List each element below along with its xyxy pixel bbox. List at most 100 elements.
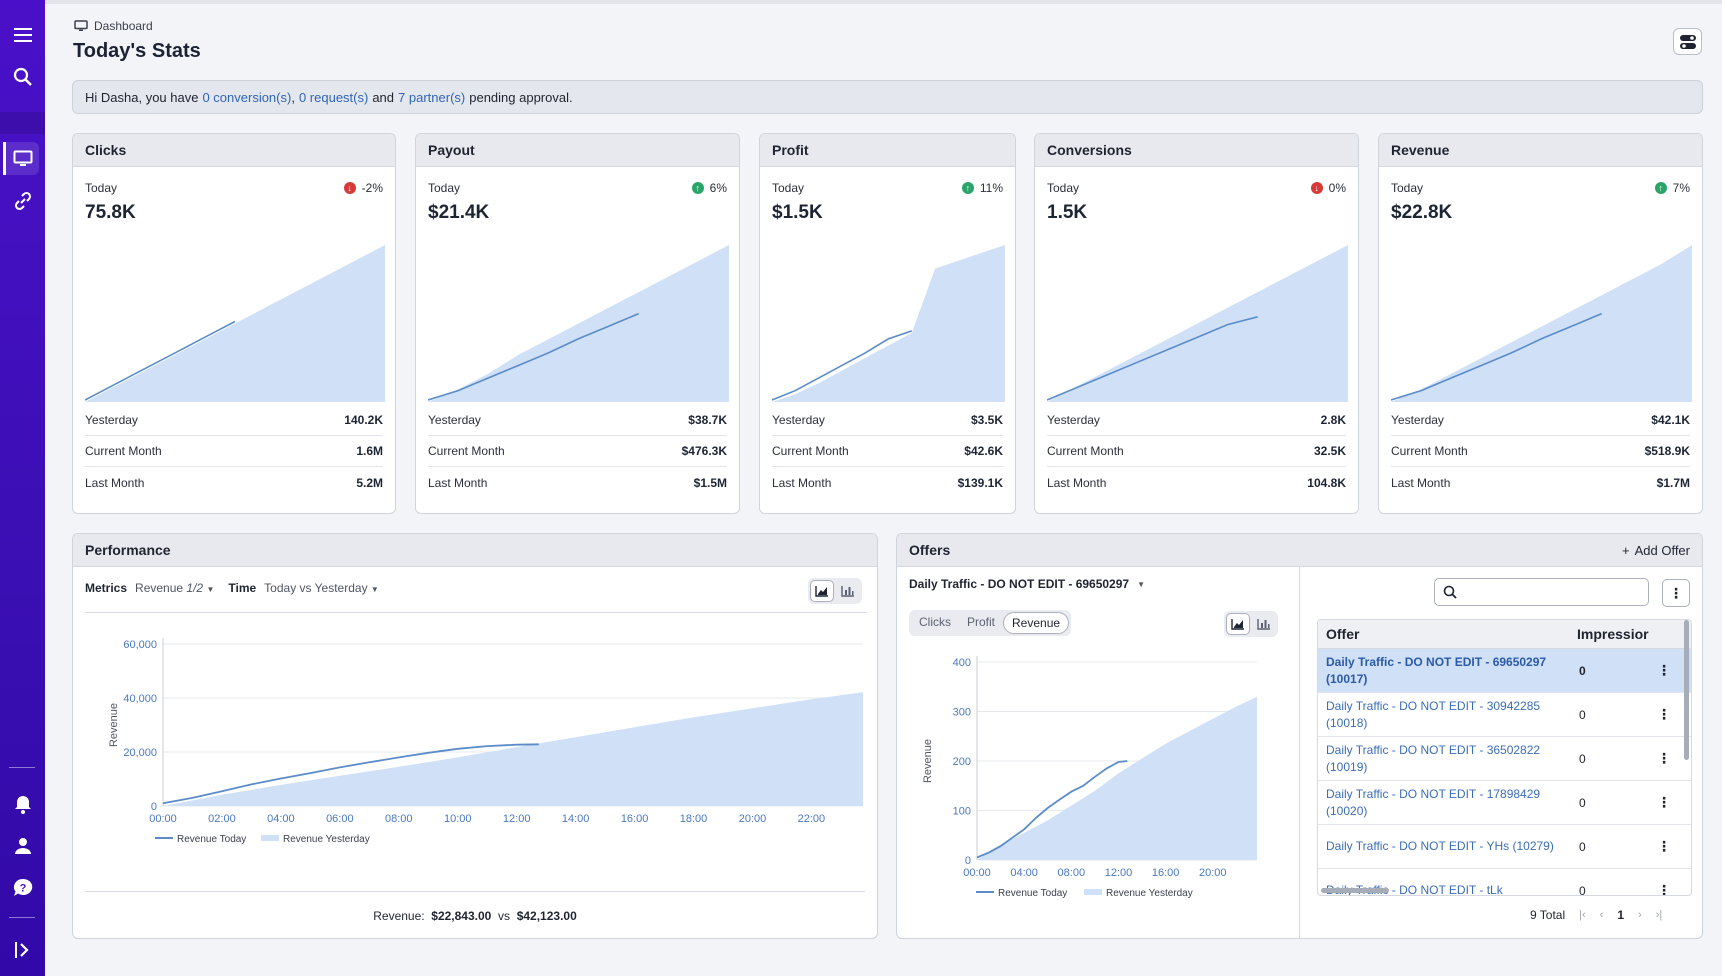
x-tick-label: 18:00	[680, 813, 708, 825]
offers-more-button[interactable]: ⋮	[1662, 579, 1690, 607]
row-more-icon[interactable]: ⋮	[1657, 662, 1671, 678]
svg-text:?: ?	[19, 882, 26, 894]
performance-footer-divider	[85, 891, 865, 892]
card-change: ↑ 7%	[1654, 181, 1690, 195]
page-title: Today's Stats	[73, 40, 201, 62]
card-today-label: Today	[1047, 181, 1080, 195]
metrics-fraction: 1/2	[186, 581, 204, 595]
row-more-icon[interactable]: ⋮	[1657, 794, 1671, 810]
summary-today: $22,843.00	[431, 909, 492, 923]
table-row[interactable]: Daily Traffic - DO NOT EDIT - 30942285 (…	[1318, 693, 1691, 737]
add-offer-button[interactable]: + Add Offer	[1622, 543, 1690, 558]
tab-revenue[interactable]: Revenue	[1003, 612, 1070, 634]
first-page-icon[interactable]: |‹	[1579, 909, 1586, 921]
card-title: Clicks	[73, 134, 395, 167]
y-tick-label: 300	[953, 707, 971, 719]
card-stat-rows: Yesterday 2.8K Current Month 32.5K Last …	[1047, 405, 1346, 498]
last-page-icon[interactable]: ›|	[1655, 909, 1663, 921]
time-select[interactable]: Today vs Yesterday ▼	[264, 581, 379, 595]
card-today-label: Today	[1391, 181, 1424, 195]
monitor-icon	[74, 20, 88, 31]
dashboard-nav-icon[interactable]	[3, 142, 39, 175]
card-today-value: $1.5K	[772, 202, 823, 223]
help-icon[interactable]: ?	[6, 871, 39, 904]
x-tick-label: 00:00	[149, 813, 177, 825]
row-more-icon[interactable]: ⋮	[1657, 750, 1671, 766]
offer-select[interactable]: Daily Traffic - DO NOT EDIT - 69650297 ▼	[909, 577, 1145, 591]
impressions-value: 0	[1579, 795, 1586, 810]
column-impressions[interactable]: Impressior	[1577, 626, 1649, 642]
offer-name-link[interactable]: Daily Traffic - DO NOT EDIT - 36502822 (…	[1326, 742, 1541, 774]
offers-table-header: Offer Impressior	[1318, 620, 1691, 649]
today-line	[85, 320, 236, 401]
bar-chart-icon[interactable]	[1252, 613, 1276, 635]
series-revenue-yesterday	[977, 696, 1257, 860]
offers-table: Offer Impressior Daily Traffic - DO NOT …	[1317, 619, 1692, 896]
user-icon[interactable]	[6, 829, 39, 862]
metrics-select[interactable]: Revenue 1/2 ▼	[135, 581, 214, 595]
card-today-label: Today	[428, 181, 461, 195]
menu-icon[interactable]	[6, 18, 39, 51]
bar-chart-icon[interactable]	[836, 580, 860, 602]
offer-search-input[interactable]	[1463, 585, 1643, 599]
expand-sidebar-icon[interactable]	[6, 933, 39, 966]
conversions-link[interactable]: 0 conversion(s)	[202, 89, 292, 105]
row-more-icon[interactable]: ⋮	[1657, 882, 1671, 896]
table-row[interactable]: Daily Traffic - DO NOT EDIT - 69650297 (…	[1318, 649, 1691, 693]
x-tick-label: 08:00	[385, 813, 413, 825]
offer-name-link[interactable]: Daily Traffic - DO NOT EDIT - 30942285 (…	[1326, 698, 1541, 730]
partners-link[interactable]: 7 partner(s)	[398, 89, 466, 105]
column-offer[interactable]: Offer	[1326, 626, 1360, 642]
stat-row-label: Last Month	[428, 475, 488, 490]
banner-prefix: Hi Dasha, you have	[85, 89, 199, 105]
arrow-up-icon: ↑	[1654, 182, 1667, 194]
stat-row-value: $476.3K	[681, 444, 727, 458]
settings-toggle-button[interactable]	[1673, 28, 1702, 55]
stat-row-value: 140.2K	[344, 413, 383, 427]
vertical-scrollbar[interactable]	[1684, 620, 1689, 760]
performance-summary: Revenue: $22,843.00 vs $42,123.00	[73, 909, 877, 923]
stat-row-label: Current Month	[1391, 444, 1468, 458]
metrics-label: Metrics	[85, 581, 128, 595]
offers-column-divider	[1299, 567, 1300, 938]
legend-today-label: Revenue Today	[998, 888, 1067, 899]
prev-page-icon[interactable]: ‹	[1599, 909, 1604, 921]
table-row[interactable]: Daily Traffic - DO NOT EDIT - 17898429 (…	[1318, 781, 1691, 825]
row-more-icon[interactable]: ⋮	[1657, 838, 1671, 854]
legend-yesterday-label: Revenue Yesterday	[283, 834, 370, 845]
table-row[interactable]: Daily Traffic - DO NOT EDIT - 36502822 (…	[1318, 737, 1691, 781]
y-axis-label: Revenue	[922, 739, 934, 783]
area-chart-icon[interactable]	[810, 580, 834, 602]
card-title: Profit	[760, 134, 1015, 167]
search-icon	[1443, 585, 1457, 599]
metrics-value: Revenue	[135, 581, 184, 595]
current-page[interactable]: 1	[1617, 908, 1625, 922]
stat-row-value: 32.5K	[1313, 444, 1346, 458]
row-more-icon[interactable]: ⋮	[1657, 706, 1671, 722]
next-page-icon[interactable]: ›	[1638, 909, 1642, 921]
table-row[interactable]: Daily Traffic - DO NOT EDIT - YHs (10279…	[1318, 825, 1691, 869]
offer-name-link[interactable]: Daily Traffic - DO NOT EDIT - YHs (10279…	[1326, 839, 1554, 853]
today-line	[1047, 316, 1258, 401]
card-stat-rows: Yesterday $42.1K Current Month $518.9K L…	[1391, 405, 1690, 498]
area-chart-icon[interactable]	[1226, 613, 1250, 635]
offer-metric-tabs: Clicks Profit Revenue	[909, 610, 1072, 636]
horizontal-scrollbar[interactable]	[1321, 888, 1389, 893]
requests-link[interactable]: 0 request(s)	[298, 89, 369, 105]
offer-name-link[interactable]: Daily Traffic - DO NOT EDIT - 69650297 (…	[1326, 654, 1547, 686]
kebab-icon: ⋮	[1669, 584, 1683, 601]
stat-row: Current Month $518.9K	[1391, 436, 1690, 467]
summary-label: Revenue:	[373, 909, 425, 923]
offer-name-link[interactable]: Daily Traffic - DO NOT EDIT - 17898429 (…	[1326, 786, 1541, 818]
card-stat-rows: Yesterday $3.5K Current Month $42.6K Las…	[772, 405, 1003, 498]
search-icon[interactable]	[6, 60, 39, 93]
offer-search[interactable]	[1434, 578, 1649, 606]
card-change: ↓ -2%	[343, 181, 383, 195]
breadcrumb-label[interactable]: Dashboard	[94, 19, 153, 33]
bell-icon[interactable]	[6, 787, 39, 820]
plus-icon: +	[1622, 542, 1630, 558]
link-icon[interactable]	[6, 184, 39, 217]
card-sparkline	[428, 245, 729, 402]
tab-profit[interactable]: Profit	[967, 615, 996, 629]
tab-clicks[interactable]: Clicks	[919, 615, 951, 629]
